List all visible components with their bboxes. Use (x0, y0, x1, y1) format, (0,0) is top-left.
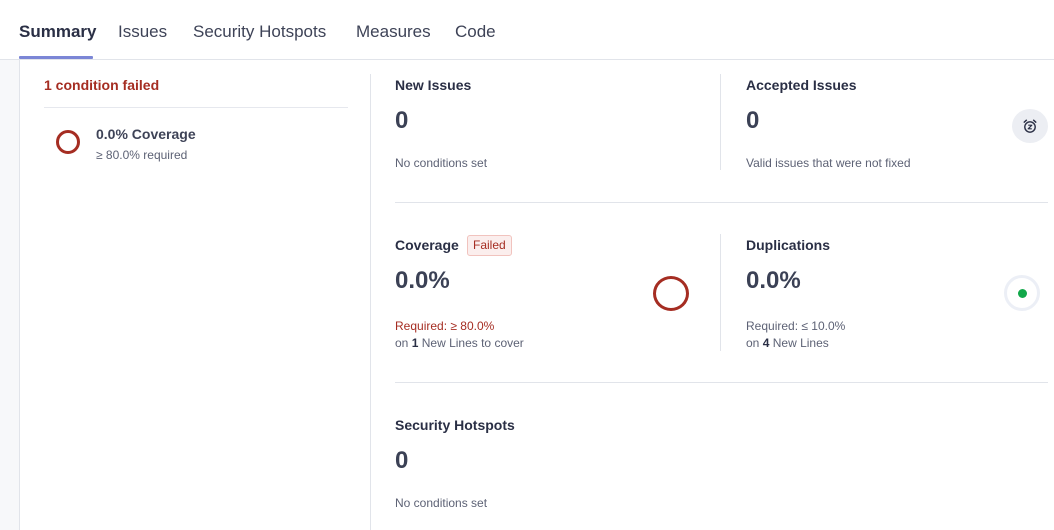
card-divider (720, 234, 721, 351)
new-issues-title: New Issues (395, 77, 472, 93)
passed-dot-icon (1017, 288, 1027, 298)
security-hotspots-title: Security Hotspots (395, 417, 515, 433)
tab-measures[interactable]: Measures (356, 22, 431, 41)
accepted-issues-sub: Valid issues that were not fixed (746, 156, 911, 170)
divider (44, 107, 348, 108)
duplications-required: Required: ≤ 10.0% (746, 319, 846, 333)
tab-issues[interactable]: Issues (118, 22, 168, 41)
gutter-border (19, 60, 20, 530)
panel-divider (370, 74, 371, 530)
new-issues-value[interactable]: 0 (395, 107, 409, 134)
active-tab-indicator (19, 56, 93, 59)
alarm-clock-icon (1012, 109, 1048, 143)
row-divider (395, 382, 1048, 383)
failed-condition-requirement: ≥ 80.0% required (96, 148, 188, 162)
coverage-value[interactable]: 0.0% (395, 267, 450, 294)
new-issues-sub: No conditions set (395, 156, 488, 170)
accepted-issues-title: Accepted Issues (746, 77, 857, 93)
duplications-value[interactable]: 0.0% (746, 267, 801, 294)
card-divider (720, 74, 721, 170)
tab-summary[interactable]: Summary (19, 22, 97, 41)
failed-condition-name[interactable]: 0.0% Coverage (96, 126, 196, 142)
coverage-title: Coverage (395, 237, 459, 253)
coverage-required: Required: ≥ 80.0% (395, 319, 495, 333)
failed-badge: Failed (467, 235, 512, 256)
coverage-lines: on 1 New Lines to cover (395, 336, 524, 350)
accepted-issues-value[interactable]: 0 (746, 107, 760, 134)
coverage-ring-icon (653, 276, 689, 311)
tab-code[interactable]: Code (455, 22, 496, 41)
tab-security-hotspots[interactable]: Security Hotspots (193, 22, 327, 41)
left-gutter (0, 60, 19, 530)
duplications-status-icon (1004, 275, 1040, 311)
coverage-failed-ring-icon (56, 130, 80, 154)
project-tabs: Summary Issues Security Hotspots Measure… (0, 0, 1054, 60)
security-hotspots-sub: No conditions set (395, 496, 488, 510)
quality-gate-panel: 1 condition failed 0.0% Coverage ≥ 80.0%… (20, 60, 370, 530)
row-divider (395, 202, 1048, 203)
quality-gate-status: 1 condition failed (44, 77, 160, 93)
duplications-lines: on 4 New Lines (746, 336, 829, 350)
duplications-title: Duplications (746, 237, 831, 253)
security-hotspots-value[interactable]: 0 (395, 447, 409, 474)
